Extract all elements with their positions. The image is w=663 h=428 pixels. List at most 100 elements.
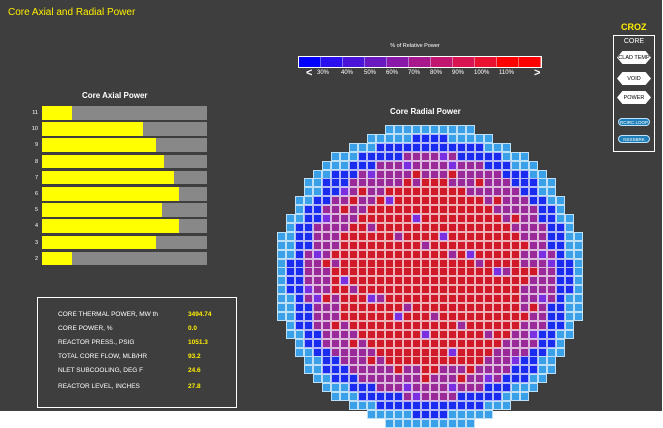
axial-power-bar — [42, 203, 163, 217]
fuel-bundle-cell — [295, 196, 304, 206]
fuel-bundle-cell — [448, 338, 457, 348]
fuel-bundle-cell — [466, 133, 475, 143]
fuel-bundle-cell — [484, 320, 493, 330]
fuel-bundle-cell — [349, 400, 358, 410]
param-value: 1051.3 — [188, 339, 208, 346]
plant-parameters-panel: CORE THERMAL POWER, MW th 3494.74 CORE P… — [37, 297, 237, 408]
fuel-bundle-cell — [412, 409, 421, 419]
fuel-bundle-cell — [340, 365, 349, 375]
fuel-bundle-cell — [322, 267, 331, 277]
fuel-bundle-cell — [358, 338, 367, 348]
fuel-bundle-cell — [385, 356, 394, 366]
fuel-bundle-cell — [340, 249, 349, 259]
fuel-bundle-cell — [457, 311, 466, 321]
fuel-bundle-cell — [313, 240, 322, 250]
fuel-bundle-cell — [574, 249, 583, 259]
fuel-bundle-cell — [457, 240, 466, 250]
fuel-bundle-cell — [367, 400, 376, 410]
fuel-bundle-cell — [502, 249, 511, 259]
fuel-bundle-cell — [439, 347, 448, 357]
fuel-bundle-cell — [358, 187, 367, 197]
fuel-bundle-cell — [322, 356, 331, 366]
fuel-bundle-cell — [466, 285, 475, 295]
fuel-bundle-cell — [475, 392, 484, 401]
fuel-bundle-cell — [457, 392, 466, 401]
fuel-bundle-cell — [394, 125, 403, 134]
fuel-bundle-cell — [376, 258, 385, 268]
fuel-bundle-cell — [556, 231, 565, 241]
fuel-bundle-cell — [574, 267, 583, 277]
core-label: CORE — [623, 38, 645, 45]
fuel-bundle-cell — [538, 338, 547, 348]
fuel-bundle-cell — [448, 240, 457, 250]
fuel-bundle-cell — [457, 267, 466, 277]
fuel-bundle-cell — [295, 205, 304, 215]
fuel-bundle-cell — [376, 267, 385, 277]
fuel-bundle-cell — [340, 231, 349, 241]
fuel-bundle-cell — [484, 276, 493, 286]
fuel-bundle-cell — [511, 311, 520, 321]
fuel-bundle-cell — [313, 320, 322, 330]
fuel-bundle-cell — [394, 222, 403, 232]
nsssbrk-button[interactable]: NSSSBRK — [618, 135, 650, 143]
fuel-bundle-cell — [376, 392, 385, 401]
fuel-bundle-cell — [457, 214, 466, 223]
fuel-bundle-cell — [547, 205, 556, 215]
param-label: TOTAL CORE FLOW, MLB/HR — [58, 353, 148, 360]
fuel-bundle-cell — [385, 196, 394, 206]
fuel-bundle-cell — [421, 374, 430, 384]
fuel-bundle-cell — [520, 320, 529, 330]
fuel-bundle-cell — [313, 222, 322, 232]
fuel-bundle-cell — [457, 374, 466, 384]
clad-temp-button[interactable]: CLAD TEMP — [617, 51, 651, 64]
fuel-bundle-cell — [358, 285, 367, 295]
fuel-bundle-cell — [493, 400, 502, 410]
axial-power-bar — [42, 170, 174, 185]
fuel-bundle-cell — [466, 303, 475, 312]
fuel-bundle-cell — [502, 320, 511, 330]
fuel-bundle-cell — [484, 214, 493, 223]
fuel-bundle-cell — [394, 231, 403, 241]
fuel-bundle-cell — [403, 196, 412, 206]
power-button[interactable]: POWER — [617, 91, 651, 104]
fuel-bundle-cell — [502, 392, 511, 401]
legend-swatch — [519, 57, 541, 67]
fuel-bundle-cell — [385, 418, 394, 428]
fuel-bundle-cell — [529, 160, 538, 170]
fuel-bundle-cell — [457, 196, 466, 206]
fuel-bundle-cell — [439, 151, 448, 161]
fuel-bundle-cell — [331, 196, 340, 206]
void-button[interactable]: VOID — [617, 72, 651, 85]
fuel-bundle-cell — [304, 222, 313, 232]
fuel-bundle-cell — [313, 311, 322, 321]
fuel-bundle-cell — [331, 160, 340, 170]
fuel-bundle-cell — [556, 320, 565, 330]
fuel-bundle-cell — [466, 205, 475, 215]
param-label: CORE POWER, % — [58, 325, 113, 332]
fuel-bundle-cell — [376, 222, 385, 232]
rcirc-loop-button[interactable]: RCIRC LOOP — [618, 118, 650, 126]
fuel-bundle-cell — [448, 294, 457, 304]
fuel-bundle-cell — [475, 258, 484, 268]
fuel-bundle-cell — [394, 142, 403, 152]
fuel-bundle-cell — [349, 294, 358, 304]
fuel-bundle-cell — [286, 303, 295, 312]
fuel-bundle-cell — [502, 222, 511, 232]
fuel-bundle-cell — [502, 383, 511, 393]
fuel-bundle-cell — [484, 169, 493, 179]
fuel-bundle-cell — [538, 347, 547, 357]
fuel-bundle-cell — [322, 311, 331, 321]
fuel-bundle-cell — [502, 347, 511, 357]
fuel-bundle-cell — [565, 222, 574, 232]
fuel-bundle-cell — [466, 267, 475, 277]
fuel-bundle-cell — [565, 258, 574, 268]
fuel-bundle-cell — [295, 240, 304, 250]
fuel-bundle-cell — [403, 125, 412, 134]
fuel-bundle-cell — [295, 267, 304, 277]
fuel-bundle-cell — [466, 160, 475, 170]
fuel-bundle-cell — [484, 205, 493, 215]
fuel-bundle-cell — [439, 142, 448, 152]
fuel-bundle-cell — [421, 222, 430, 232]
fuel-bundle-cell — [295, 249, 304, 259]
fuel-bundle-cell — [403, 231, 412, 241]
